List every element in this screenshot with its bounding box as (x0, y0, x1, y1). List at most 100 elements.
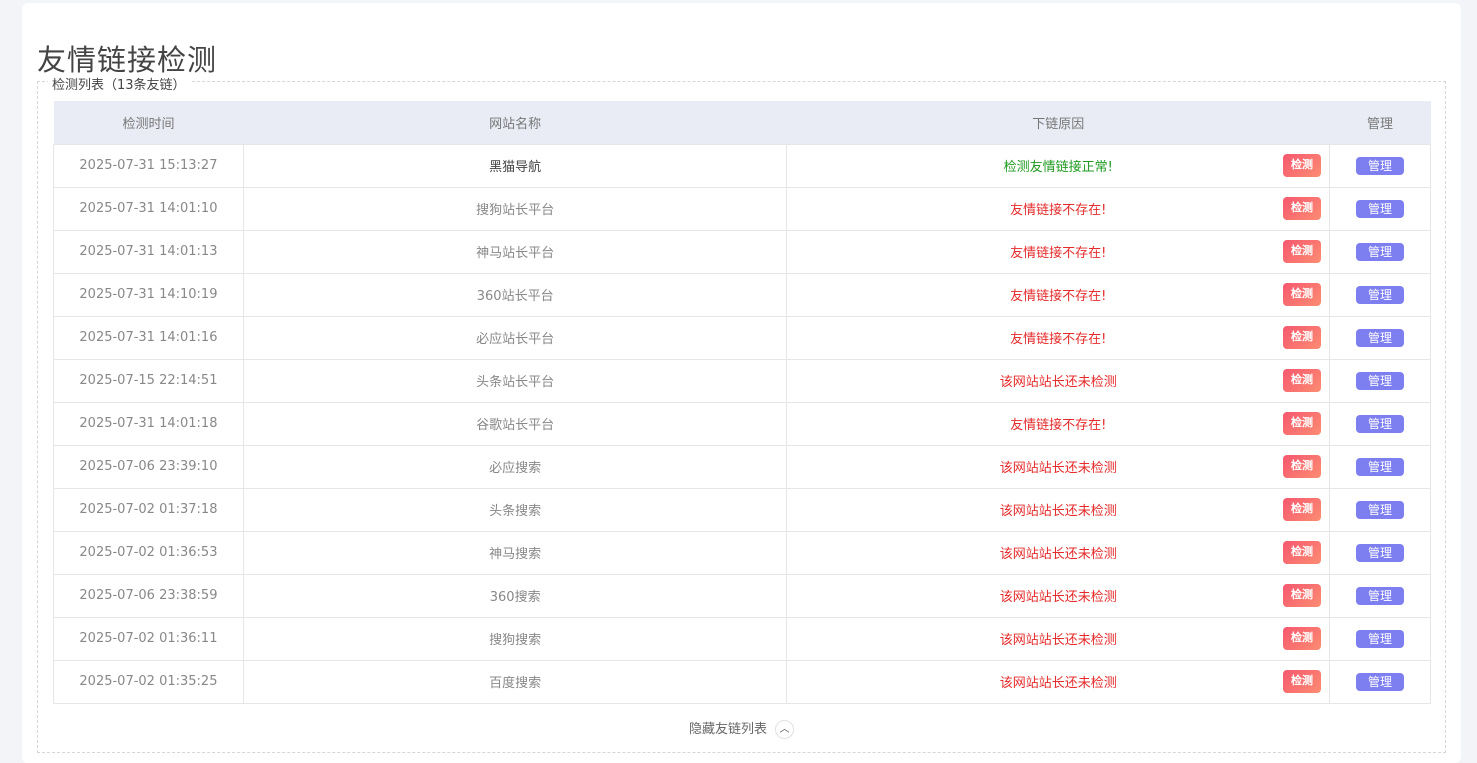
check-time: 2025-07-31 14:01:16 (53, 315, 244, 360)
check-button[interactable]: 检测 (1283, 239, 1322, 263)
site-name: 360站长平台 (242, 272, 788, 317)
site-name: 百度搜索 (242, 659, 788, 704)
check-time: 2025-07-02 01:35:25 (53, 659, 244, 704)
reason-text: 友情链接不存在! (1010, 418, 1107, 433)
reason-cell: 友情链接不存在! 检测 (786, 229, 1331, 274)
site-name: 头条搜索 (242, 487, 788, 532)
header-reason: 下链原因 (786, 101, 1330, 144)
check-button[interactable]: 检测 (1283, 583, 1322, 607)
chevron-up-icon[interactable]: ︿ (775, 720, 794, 739)
site-name: 神马搜索 (242, 530, 788, 575)
reason-cell: 该网站站长还未检测 检测 (786, 616, 1331, 661)
hide-list-label[interactable]: 隐藏友链列表 (688, 722, 767, 737)
reason-cell: 友情链接不存在! 检测 (786, 401, 1331, 446)
check-button[interactable]: 检测 (1283, 368, 1322, 392)
manage-cell: 管理 (1329, 401, 1431, 446)
table-row: 2025-07-31 15:13:27 黑猫导航 检测友情链接正常! 检测 管理 (53, 143, 1431, 188)
check-button[interactable]: 检测 (1283, 497, 1322, 521)
reason-text: 友情链接不存在! (1010, 332, 1107, 347)
check-time: 2025-07-02 01:36:11 (53, 616, 244, 661)
table-row: 2025-07-31 14:10:19 360站长平台 友情链接不存在! 检测 管… (53, 272, 1431, 317)
site-name: 必应搜索 (242, 444, 788, 489)
reason-cell: 该网站站长还未检测 检测 (786, 573, 1331, 618)
manage-cell: 管理 (1329, 573, 1431, 618)
page-title: 友情链接检测 (37, 43, 218, 77)
manage-button[interactable]: 管理 (1356, 328, 1404, 347)
reason-cell: 友情链接不存在! 检测 (786, 315, 1331, 360)
check-time: 2025-07-06 23:39:10 (53, 444, 244, 489)
reason-text: 该网站站长还未检测 (999, 547, 1117, 562)
manage-button[interactable]: 管理 (1356, 672, 1404, 691)
table-row: 2025-07-06 23:39:10 必应搜索 该网站站长还未检测 检测 管理 (53, 444, 1431, 489)
reason-text: 该网站站长还未检测 (999, 504, 1117, 519)
check-time: 2025-07-31 14:01:13 (53, 229, 244, 274)
links-table: 检测时间 网站名称 下链原因 管理 2025-07-31 15:13:27 黑猫… (53, 101, 1431, 704)
table-header: 检测时间 网站名称 下链原因 管理 (53, 101, 1431, 144)
table-row: 2025-07-31 14:01:13 神马站长平台 友情链接不存在! 检测 管理 (53, 229, 1431, 274)
table-row: 2025-07-31 14:01:10 搜狗站长平台 友情链接不存在! 检测 管理 (53, 186, 1431, 231)
fieldset-legend: 检测列表（13条友链） (48, 74, 190, 93)
manage-cell: 管理 (1329, 487, 1431, 532)
check-time: 2025-07-15 22:14:51 (53, 358, 244, 403)
check-time: 2025-07-06 23:38:59 (53, 573, 244, 618)
check-time: 2025-07-31 14:01:10 (53, 186, 244, 231)
manage-cell: 管理 (1329, 530, 1431, 575)
table-row: 2025-07-02 01:37:18 头条搜索 该网站站长还未检测 检测 管理 (53, 487, 1431, 532)
table-row: 2025-07-02 01:36:53 神马搜索 该网站站长还未检测 检测 管理 (53, 530, 1431, 575)
header-manage: 管理 (1329, 101, 1431, 144)
manage-button[interactable]: 管理 (1356, 156, 1404, 175)
check-button[interactable]: 检测 (1283, 325, 1322, 349)
manage-button[interactable]: 管理 (1356, 543, 1404, 562)
check-time: 2025-07-02 01:37:18 (53, 487, 244, 532)
site-name: 黑猫导航 (242, 143, 788, 188)
header-name: 网站名称 (243, 101, 787, 144)
site-name: 谷歌站长平台 (242, 401, 788, 446)
manage-button[interactable]: 管理 (1356, 414, 1404, 433)
check-button[interactable]: 检测 (1283, 411, 1322, 435)
reason-text: 该网站站长还未检测 (999, 461, 1117, 476)
manage-cell: 管理 (1329, 444, 1431, 489)
check-button[interactable]: 检测 (1283, 669, 1322, 693)
header-time: 检测时间 (53, 101, 244, 144)
reason-text: 友情链接不存在! (1010, 246, 1107, 261)
reason-text: 该网站站长还未检测 (999, 633, 1117, 648)
reason-cell: 友情链接不存在! 检测 (786, 272, 1331, 317)
reason-cell: 该网站站长还未检测 检测 (786, 659, 1331, 704)
manage-button[interactable]: 管理 (1356, 371, 1404, 390)
reason-text: 友情链接不存在! (1010, 203, 1107, 218)
site-name: 搜狗站长平台 (242, 186, 788, 231)
manage-cell: 管理 (1329, 272, 1431, 317)
manage-button[interactable]: 管理 (1356, 586, 1404, 605)
table-row: 2025-07-15 22:14:51 头条站长平台 该网站站长还未检测 检测 管… (53, 358, 1431, 403)
reason-text: 该网站站长还未检测 (999, 375, 1117, 390)
manage-cell: 管理 (1329, 616, 1431, 661)
check-button[interactable]: 检测 (1283, 153, 1322, 177)
hide-list-toggle[interactable]: 隐藏友链列表 ︿ (38, 718, 1445, 739)
check-button[interactable]: 检测 (1283, 196, 1322, 220)
reason-cell: 该网站站长还未检测 检测 (786, 358, 1331, 403)
manage-button[interactable]: 管理 (1356, 285, 1404, 304)
manage-cell: 管理 (1329, 229, 1431, 274)
reason-text: 该网站站长还未检测 (999, 676, 1117, 691)
manage-button[interactable]: 管理 (1356, 500, 1404, 519)
table-row: 2025-07-31 14:01:18 谷歌站长平台 友情链接不存在! 检测 管理 (53, 401, 1431, 446)
reason-cell: 检测友情链接正常! 检测 (786, 143, 1331, 188)
table-row: 2025-07-02 01:35:25 百度搜索 该网站站长还未检测 检测 管理 (53, 659, 1431, 704)
check-button[interactable]: 检测 (1283, 540, 1322, 564)
table-row: 2025-07-31 14:01:16 必应站长平台 友情链接不存在! 检测 管理 (53, 315, 1431, 360)
check-button[interactable]: 检测 (1283, 282, 1322, 306)
reason-cell: 该网站站长还未检测 检测 (786, 487, 1331, 532)
manage-cell: 管理 (1329, 659, 1431, 704)
manage-cell: 管理 (1329, 186, 1431, 231)
reason-text: 友情链接不存在! (1010, 289, 1107, 304)
check-button[interactable]: 检测 (1283, 626, 1322, 650)
manage-button[interactable]: 管理 (1356, 199, 1404, 218)
check-time: 2025-07-31 15:13:27 (53, 143, 244, 188)
manage-button[interactable]: 管理 (1356, 242, 1404, 261)
check-button[interactable]: 检测 (1283, 454, 1322, 478)
site-name: 360搜索 (242, 573, 788, 618)
manage-button[interactable]: 管理 (1356, 629, 1404, 648)
manage-button[interactable]: 管理 (1356, 457, 1404, 476)
check-time: 2025-07-02 01:36:53 (53, 530, 244, 575)
site-name: 头条站长平台 (242, 358, 788, 403)
